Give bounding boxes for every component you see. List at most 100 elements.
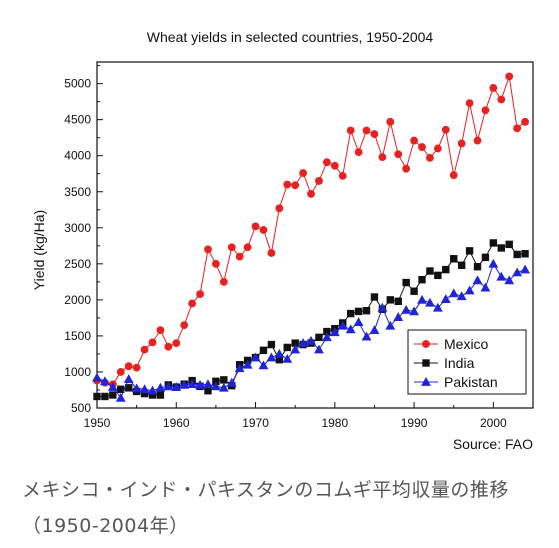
data-point-mexico xyxy=(362,126,371,135)
data-point-mexico xyxy=(267,249,276,257)
data-point-pakistan xyxy=(171,382,182,391)
data-point-pakistan xyxy=(242,359,253,369)
data-point-mexico xyxy=(497,95,506,104)
data-point-pakistan xyxy=(163,381,174,391)
data-point-india xyxy=(93,392,101,401)
data-point-pakistan xyxy=(417,294,427,304)
data-point-mexico xyxy=(465,99,474,107)
data-point-india xyxy=(394,297,402,306)
data-point-mexico xyxy=(227,243,236,252)
data-point-pakistan xyxy=(266,352,277,362)
legend-label-mexico: Mexico xyxy=(444,336,489,352)
data-point-india xyxy=(489,239,498,247)
legend: Mexico India Pakistan xyxy=(407,329,527,395)
data-point-mexico xyxy=(251,222,260,231)
data-point-mexico xyxy=(378,153,387,162)
y-tick-label: 3000 xyxy=(64,221,91,235)
data-point-mexico xyxy=(164,342,173,351)
data-point-mexico xyxy=(426,153,434,162)
data-point-mexico xyxy=(513,124,522,133)
y-tick-label: 2000 xyxy=(64,293,91,307)
x-tick-label: 1950 xyxy=(84,416,111,430)
data-point-pakistan xyxy=(456,291,467,301)
data-point-mexico xyxy=(481,106,490,115)
data-point-india xyxy=(156,391,165,399)
chart-svg: Wheat yields in selected countries, 1950… xyxy=(31,29,534,452)
data-point-mexico xyxy=(148,338,157,347)
data-point-mexico xyxy=(172,339,181,348)
data-point-pakistan xyxy=(282,353,293,363)
series-mexico xyxy=(93,72,529,389)
x-tick-label: 2000 xyxy=(480,416,507,430)
data-point-india xyxy=(220,376,228,384)
caption-text: メキシコ・インド・パキスタンのコムギ平均収量の推移（1950-2004年） xyxy=(22,479,509,537)
data-point-india xyxy=(457,261,466,269)
data-point-pakistan xyxy=(425,297,435,307)
data-point-mexico xyxy=(180,321,189,330)
plot-frame xyxy=(96,61,534,409)
data-point-mexico xyxy=(140,345,149,354)
data-point-pakistan xyxy=(361,331,372,341)
data-point-mexico xyxy=(370,130,379,138)
data-point-pakistan xyxy=(290,344,301,354)
data-point-pakistan xyxy=(464,285,475,295)
data-point-india xyxy=(283,343,291,352)
data-point-pakistan xyxy=(218,382,229,392)
data-point-legend-pakistan xyxy=(421,376,431,386)
chart: Wheat yields in selected countries, 1950… xyxy=(31,29,534,452)
series-pakistan xyxy=(92,258,530,402)
legend-label-pakistan: Pakistan xyxy=(444,374,498,390)
data-point-pakistan xyxy=(115,392,126,402)
data-point-mexico xyxy=(354,148,363,157)
data-point-pakistan xyxy=(472,275,483,285)
data-point-mexico xyxy=(441,125,450,134)
data-point-pakistan xyxy=(187,379,198,389)
data-point-pakistan xyxy=(306,335,316,345)
data-point-mexico xyxy=(418,143,426,151)
data-point-pakistan xyxy=(147,385,158,395)
data-point-india xyxy=(426,267,434,275)
data-point-india xyxy=(386,296,395,304)
data-point-mexico xyxy=(322,158,331,167)
x-tick-label: 1990 xyxy=(401,416,428,430)
data-point-india xyxy=(315,333,323,342)
data-point-india xyxy=(370,293,379,301)
data-point-india xyxy=(109,391,117,399)
data-point-pakistan xyxy=(512,267,523,277)
data-point-pakistan xyxy=(480,282,491,292)
data-point-pakistan xyxy=(440,294,451,303)
data-point-pakistan xyxy=(520,264,530,274)
axes: 1950 1960 1970 1980 1990 2000 500 1000 1500 2000 2… xyxy=(64,61,534,430)
data-point-pakistan xyxy=(250,352,261,362)
data-point-india xyxy=(267,340,276,349)
data-point-mexico xyxy=(505,72,514,81)
data-point-india xyxy=(505,240,513,249)
data-point-mexico xyxy=(330,161,339,170)
data-point-pakistan xyxy=(377,302,388,312)
data-point-mexico xyxy=(402,164,411,173)
data-point-india xyxy=(473,263,482,271)
data-point-mexico xyxy=(219,277,228,286)
data-point-india xyxy=(346,309,355,318)
data-point-pakistan xyxy=(258,360,269,370)
data-point-mexico xyxy=(116,368,125,376)
y-axis-label: Yield (kg/Ha) xyxy=(31,210,47,290)
data-point-pakistan xyxy=(92,372,102,382)
data-point-pakistan xyxy=(203,379,213,389)
y-tick-label: 4000 xyxy=(64,149,91,163)
data-point-mexico xyxy=(124,362,133,371)
data-point-pakistan xyxy=(448,288,459,298)
data-point-pakistan xyxy=(337,320,348,330)
data-point-legend-mexico xyxy=(422,340,430,348)
data-point-pakistan xyxy=(195,379,205,389)
x-tick-label: 1960 xyxy=(163,416,190,430)
data-point-mexico xyxy=(156,326,165,335)
data-point-mexico xyxy=(386,117,395,126)
data-point-india xyxy=(402,278,410,287)
data-point-legend-india xyxy=(422,359,430,367)
data-point-pakistan xyxy=(401,304,412,314)
data-point-india xyxy=(513,250,521,259)
data-point-india xyxy=(521,250,529,258)
y-tick-label: 5000 xyxy=(64,77,91,91)
data-point-india xyxy=(497,244,505,252)
